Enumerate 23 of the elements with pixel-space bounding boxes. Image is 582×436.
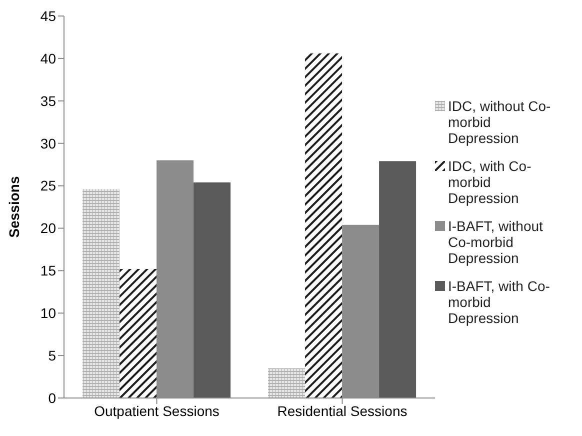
y-tick-label: 45 <box>40 8 56 24</box>
y-tick-label: 40 <box>40 50 56 66</box>
x-tick-label: Outpatient Sessions <box>94 402 220 419</box>
y-axis-title: Sessions <box>6 176 22 238</box>
y-tick-label: 10 <box>40 305 56 322</box>
bar <box>120 268 157 398</box>
bar <box>82 189 120 398</box>
y-tick-label: 25 <box>40 178 56 194</box>
bar <box>268 368 306 398</box>
legend-label: I-BAFT, without Co-morbid Depression <box>448 218 544 266</box>
y-tick-label: 15 <box>40 262 56 279</box>
y-tick-label: 30 <box>40 135 56 152</box>
y-tick-label: 5 <box>48 348 56 364</box>
bar <box>194 182 231 398</box>
legend-label: IDC, without Co-morbid Depression <box>448 98 552 146</box>
bar <box>379 161 416 398</box>
y-tick-label: 0 <box>48 390 56 406</box>
y-tick-label: 35 <box>40 92 56 109</box>
legend-label: I-BAFT, with Co-morbid Depression <box>448 278 551 326</box>
legend-label: IDC, with Co-morbid Depression <box>448 158 532 206</box>
y-tick-label: 20 <box>40 220 56 236</box>
bar <box>305 53 342 398</box>
x-tick-label: Residential Sessions <box>277 402 408 419</box>
